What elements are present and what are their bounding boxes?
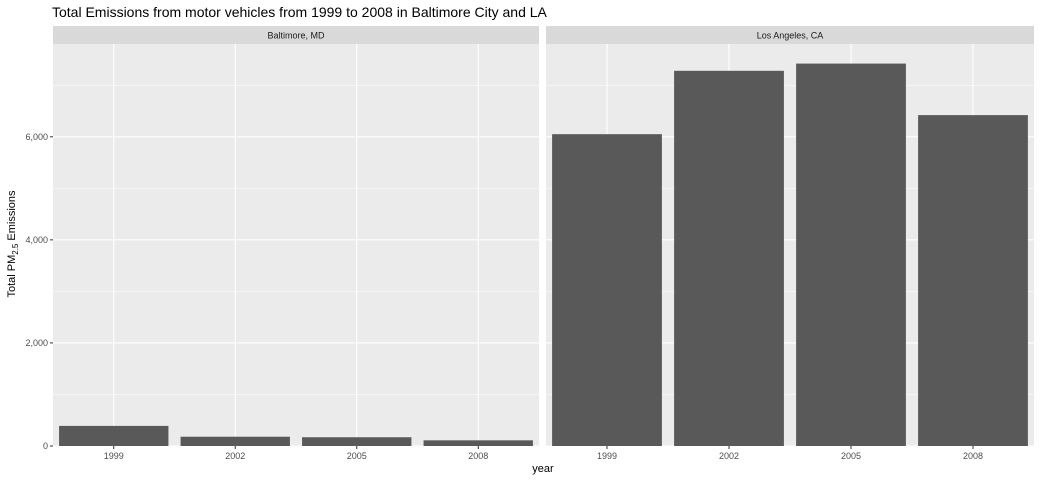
bar	[796, 63, 906, 446]
x-tick-label: 1999	[597, 451, 617, 461]
facet-strip-label: Baltimore, MD	[267, 31, 325, 41]
y-tick-label: 4,000	[25, 235, 48, 245]
y-axis-title-suffix: Emissions	[6, 190, 18, 244]
y-tick-label: 0	[43, 441, 48, 451]
bar	[180, 436, 290, 446]
x-tick-label: 2002	[225, 451, 245, 461]
bar	[423, 440, 533, 446]
facet-strip-label: Los Angeles, CA	[757, 31, 824, 41]
x-tick-label: 2002	[719, 451, 739, 461]
y-axis-title-prefix: Total PM	[6, 255, 18, 298]
bar	[552, 134, 662, 446]
x-tick-label: 2005	[841, 451, 861, 461]
y-tick-label: 6,000	[25, 132, 48, 142]
y-tick-label: 2,000	[25, 338, 48, 348]
bar	[59, 425, 169, 446]
facet-panel: Baltimore, MD 1999 2002 2005 2008	[53, 26, 539, 461]
bar	[302, 437, 412, 446]
y-axis-title-subscript: 2.5	[11, 243, 20, 255]
chart-title: Total Emissions from motor vehicles from…	[52, 4, 548, 20]
x-tick-label: 2008	[468, 451, 488, 461]
y-axis: 0 2,000 4,000 6,000	[25, 132, 53, 451]
x-tick-label: 1999	[104, 451, 124, 461]
facet-strip	[53, 26, 539, 44]
x-tick-label: 2008	[963, 451, 983, 461]
x-tick-label: 2005	[347, 451, 367, 461]
panel-background	[53, 44, 539, 446]
facet-strip	[546, 26, 1034, 44]
x-axis-title: year	[532, 463, 554, 475]
bar	[674, 70, 784, 447]
bar	[918, 115, 1028, 446]
y-axis-title: Total PM2.5 Emissions	[6, 190, 20, 298]
facet-panel: Los Angeles, CA 1999 2002 2005 2008	[546, 26, 1034, 461]
